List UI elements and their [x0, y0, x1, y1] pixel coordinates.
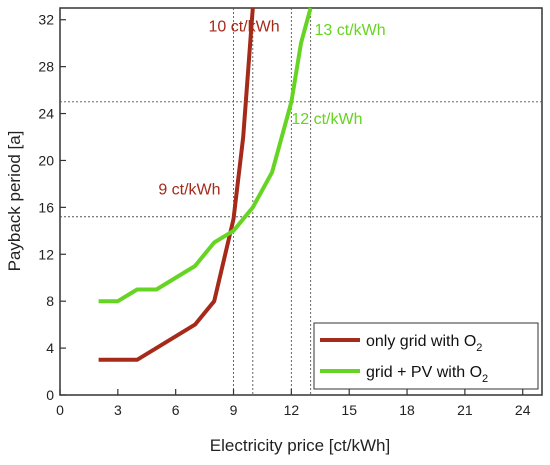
x-tick-label: 21 — [457, 402, 473, 418]
x-tick-label: 18 — [399, 402, 415, 418]
legend: only grid with O2 grid + PV with O2 — [313, 322, 539, 390]
y-tick-label: 12 — [38, 246, 54, 262]
annotation-label: 13 ct/kWh — [314, 22, 385, 39]
x-tick-label: 12 — [284, 402, 300, 418]
y-tick-label: 28 — [38, 59, 54, 75]
series-line-1 — [98, 7, 313, 304]
legend-box — [313, 322, 539, 390]
x-axis: 0 3 6 9 12 15 18 21 24 — [56, 389, 531, 418]
x-tick-label: 15 — [341, 402, 357, 418]
y-tick-label: 8 — [46, 293, 54, 309]
legend-label-grid-pv-sub: 2 — [482, 373, 488, 385]
y-axis: 0 4 8 12 16 20 24 28 32 — [38, 12, 66, 403]
legend-label-only-grid: only grid with O2 — [366, 333, 482, 354]
reference-lines — [60, 8, 542, 395]
annotation-label: 12 ct/kWh — [291, 111, 362, 128]
annotations: 10 ct/kWh 9 ct/kWh 13 ct/kWh 12 ct/kWh — [158, 18, 385, 198]
series-layer — [98, 7, 313, 362]
legend-label-grid-pv: grid + PV with O2 — [366, 364, 488, 385]
legend-label-only-grid-text: only grid with O — [366, 333, 476, 350]
x-tick-label: 6 — [172, 402, 180, 418]
x-tick-label: 9 — [230, 402, 238, 418]
y-tick-label: 20 — [38, 152, 54, 168]
annotation-label: 10 ct/kWh — [208, 18, 279, 35]
y-tick-label: 16 — [38, 199, 54, 215]
y-tick-label: 32 — [38, 12, 54, 28]
x-tick-label: 0 — [56, 402, 64, 418]
y-tick-label: 24 — [38, 106, 54, 122]
x-axis-title: Electricity price [ct/kWh] — [210, 436, 390, 455]
y-tick-label: 4 — [46, 340, 54, 356]
x-tick-label: 24 — [515, 402, 531, 418]
legend-label-only-grid-sub: 2 — [476, 342, 482, 354]
series-line-0 — [98, 7, 255, 362]
legend-label-grid-pv-text: grid + PV with O — [366, 364, 482, 381]
x-tick-label: 3 — [114, 402, 122, 418]
y-tick-label: 0 — [46, 387, 54, 403]
annotation-label: 9 ct/kWh — [158, 181, 220, 198]
y-axis-title: Payback period [a] — [5, 131, 24, 272]
